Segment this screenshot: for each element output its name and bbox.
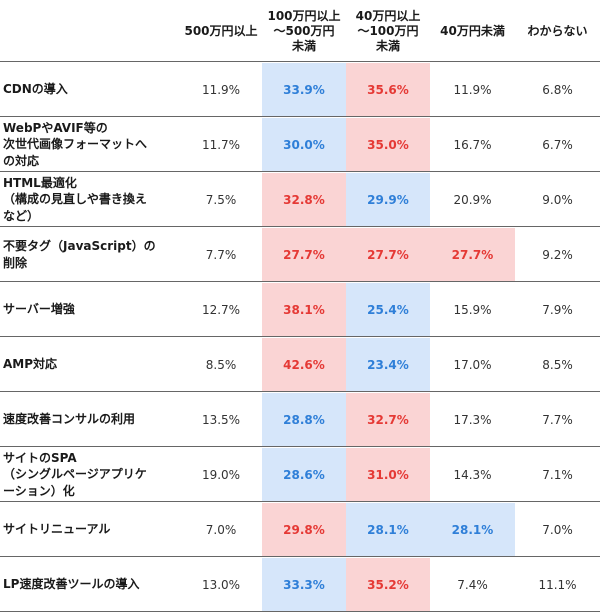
value-cell: 13.0% [201, 577, 241, 592]
value-cell: 11.9% [201, 82, 241, 97]
row-label: LP速度改善ツールの導入 [3, 577, 140, 592]
column-header: 100万円以上 〜500万円 未満 [267, 8, 341, 53]
value-cell: 38.1% [262, 283, 346, 337]
value-cell: 28.1% [346, 503, 430, 557]
value-cell: 28.8% [262, 393, 346, 447]
value-cell: 32.7% [346, 393, 430, 447]
row-label: サーバー増強 [3, 302, 75, 317]
column-header: 40万円未満 [440, 23, 505, 38]
value-cell: 28.1% [430, 503, 515, 557]
value-cell: 9.0% [542, 192, 573, 207]
value-cell: 7.0% [205, 522, 237, 537]
row-label: サイトのSPA （シングルページアプリケ ーション）化 [3, 451, 147, 498]
value-cell: 28.6% [262, 448, 346, 502]
row-label: サイトリニューアル [3, 522, 111, 537]
value-cell: 33.3% [262, 558, 346, 612]
value-cell: 33.9% [262, 63, 346, 117]
value-cell: 35.2% [346, 558, 430, 612]
value-cell: 7.5% [205, 192, 237, 207]
value-cell: 14.3% [453, 467, 492, 482]
column-header: 40万円以上 〜100万円 未満 [355, 8, 421, 53]
row-label: AMP対応 [3, 357, 58, 372]
value-cell: 7.7% [542, 412, 573, 427]
value-cell: 12.7% [201, 302, 241, 317]
row-label: 速度改善コンサルの利用 [3, 412, 136, 427]
row-label: CDNの導入 [3, 82, 68, 97]
value-cell: 8.5% [542, 357, 573, 372]
value-cell: 32.8% [262, 173, 346, 227]
value-cell: 17.0% [453, 357, 492, 372]
value-cell: 9.2% [542, 247, 573, 262]
value-cell: 29.9% [346, 173, 430, 227]
value-cell: 31.0% [346, 448, 430, 502]
row-separator [0, 446, 600, 447]
value-cell: 27.7% [346, 228, 430, 282]
value-cell: 8.5% [205, 357, 237, 372]
value-cell: 25.4% [346, 283, 430, 337]
value-cell: 35.6% [346, 63, 430, 117]
row-separator [0, 501, 600, 502]
row-label: HTML最適化 （構成の見直しや書き換え など） [3, 176, 147, 223]
value-cell: 7.7% [205, 247, 237, 262]
value-cell: 19.0% [201, 467, 241, 482]
value-cell: 7.0% [542, 522, 573, 537]
row-separator [0, 611, 600, 612]
value-cell: 17.3% [453, 412, 492, 427]
value-cell: 7.1% [542, 467, 573, 482]
row-separator [0, 281, 600, 282]
value-cell: 6.8% [542, 82, 573, 97]
value-cell: 7.4% [457, 577, 488, 592]
value-cell: 15.9% [453, 302, 492, 317]
row-separator [0, 556, 600, 557]
row-separator [0, 226, 600, 227]
value-cell: 20.9% [453, 192, 492, 207]
row-separator [0, 391, 600, 392]
value-cell: 16.7% [453, 137, 492, 152]
value-cell: 29.8% [262, 503, 346, 557]
row-separator [0, 116, 600, 117]
value-cell: 30.0% [262, 118, 346, 172]
value-cell: 7.9% [542, 302, 573, 317]
column-header: わからない [527, 23, 588, 38]
row-separator [0, 336, 600, 337]
value-cell: 6.7% [542, 137, 573, 152]
column-header: 500万円以上 [184, 23, 258, 38]
value-cell: 11.7% [201, 137, 241, 152]
value-cell: 35.0% [346, 118, 430, 172]
row-label: 不要タグ（JavaScript）の 削除 [3, 239, 156, 270]
value-cell: 13.5% [201, 412, 241, 427]
value-cell: 11.1% [538, 577, 577, 592]
value-cell: 42.6% [262, 338, 346, 392]
row-separator [0, 171, 600, 172]
value-cell: 23.4% [346, 338, 430, 392]
header-separator [0, 61, 600, 62]
row-label: WebPやAVIF等の 次世代画像フォーマットへ の対応 [3, 121, 148, 168]
value-cell: 11.9% [453, 82, 492, 97]
value-cell: 27.7% [262, 228, 346, 282]
value-cell: 27.7% [430, 228, 515, 282]
